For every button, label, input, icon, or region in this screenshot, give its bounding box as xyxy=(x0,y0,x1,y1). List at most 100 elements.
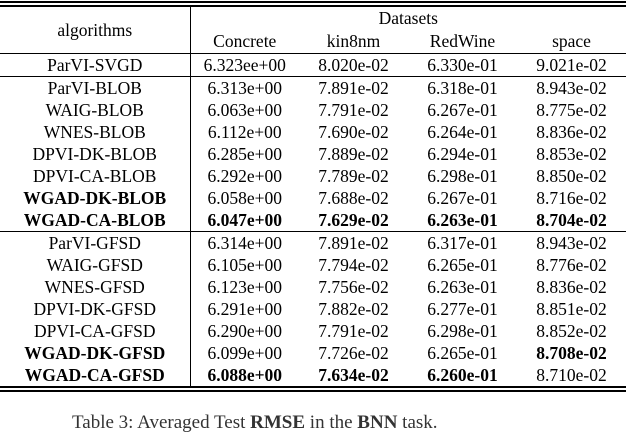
value-cell: 6.314e+00 xyxy=(207,233,282,253)
algorithm-name-cell: ParVI-BLOB xyxy=(0,76,191,99)
value-cell: 6.063e+00 xyxy=(207,100,282,120)
caption-segment: RMSE xyxy=(250,412,306,433)
value-cell: 6.265e-01 xyxy=(427,343,498,363)
caption-segment: Table 3: Averaged Test xyxy=(72,412,251,433)
algorithm-name-cell: WAIG-BLOB xyxy=(0,99,191,121)
table-row: DPVI-CA-BLOB 6.292e+00 7.789e-02 6.298e-01 8… xyxy=(0,165,626,187)
value-cell: 6.264e-01 xyxy=(427,122,498,142)
value-cell: 8.853e-02 xyxy=(536,144,607,164)
value-cell: 6.112e+00 xyxy=(207,122,282,142)
value-cell: 6.058e+00 xyxy=(207,188,282,208)
column-header-kin8nm: kin8nm xyxy=(299,30,408,54)
value-cell: 8.776e-02 xyxy=(536,255,607,275)
algorithm-name-cell: ParVI-GFSD xyxy=(0,231,191,254)
value-cell: 7.789e-02 xyxy=(318,166,389,186)
value-cell: 8.851e-02 xyxy=(536,299,607,319)
value-cell: 6.088e+00 xyxy=(207,365,283,385)
value-cell: 6.277e-01 xyxy=(427,299,498,319)
table-row: WNES-BLOB 6.112e+00 7.690e-02 6.264e-01 8.83… xyxy=(0,121,626,143)
value-cell: 6.285e+00 xyxy=(207,144,282,164)
table-header: algorithms Datasets Concrete kin8nm RedWin… xyxy=(0,4,626,54)
algorithm-name-cell: ParVI-SVGD xyxy=(0,53,191,77)
column-header-concrete: Concrete xyxy=(190,30,299,54)
value-cell: 6.292e+00 xyxy=(207,166,282,186)
algorithm-name-cell: WNES-GFSD xyxy=(0,276,191,298)
table-row: WAIG-BLOB 6.063e+00 7.791e-02 6.267e-01 8.77… xyxy=(0,99,626,121)
value-cell: 6.294e-01 xyxy=(427,144,498,164)
algorithms-column-header: algorithms xyxy=(0,4,191,54)
table-row: DPVI-DK-BLOB 6.285e+00 7.889e-02 6.294e-01 8… xyxy=(0,143,626,165)
table-row: WGAD-CA-BLOB 6.047e+00 7.629e-02 6.263e-01 8… xyxy=(0,209,626,232)
value-cell: 7.791e-02 xyxy=(318,321,389,341)
caption-segment: task. xyxy=(397,412,438,433)
value-cell: 8.943e-02 xyxy=(536,78,607,98)
value-cell: 6.318e-01 xyxy=(427,78,498,98)
value-cell: 6.298e-01 xyxy=(427,166,498,186)
value-cell: 7.891e-02 xyxy=(318,233,389,253)
value-cell: 6.317e-01 xyxy=(427,233,498,253)
value-cell: 7.634e-02 xyxy=(318,365,389,385)
value-cell: 8.943e-02 xyxy=(536,233,607,253)
column-header-space: space xyxy=(517,30,626,54)
algorithm-name-cell: WNES-BLOB xyxy=(0,121,191,143)
algorithm-name-cell: DPVI-DK-GFSD xyxy=(0,298,191,320)
algorithm-name-cell: DPVI-CA-BLOB xyxy=(0,165,191,187)
column-header-redwine: RedWine xyxy=(408,30,517,54)
value-cell: 6.313e+00 xyxy=(207,78,282,98)
value-cell: 7.794e-02 xyxy=(318,255,389,275)
value-cell: 6.099e+00 xyxy=(207,343,282,363)
algorithm-name-cell: WGAD-CA-BLOB xyxy=(0,209,191,232)
value-cell: 6.047e+00 xyxy=(190,209,299,232)
value-cell: 6.123e+00 xyxy=(207,277,282,297)
table-row: ParVI-SVGD 6.323ee+00 8.020e-02 6.330e-01 9.… xyxy=(0,53,626,77)
value-cell: 7.891e-02 xyxy=(318,78,389,98)
table-row: WNES-GFSD 6.123e+00 7.756e-02 6.263e-01 8.83… xyxy=(0,276,626,298)
datasets-group-header: Datasets xyxy=(378,8,438,28)
value-cell: 7.791e-02 xyxy=(318,100,389,120)
value-cell: 7.688e-02 xyxy=(318,188,389,208)
value-cell: 7.889e-02 xyxy=(318,144,389,164)
table-row: DPVI-CA-GFSD 6.290e+00 7.791e-02 6.298e-01 8… xyxy=(0,320,626,342)
table-row: DPVI-DK-GFSD 6.291e+00 7.882e-02 6.277e-01 8… xyxy=(0,298,626,320)
value-cell: 6.260e-01 xyxy=(427,365,498,385)
value-cell: 6.267e-01 xyxy=(427,188,498,208)
value-cell: 9.021e-02 xyxy=(517,53,626,77)
table-row: ParVI-GFSD 6.314e+00 7.891e-02 6.317e-01 8.9… xyxy=(0,231,626,254)
value-cell: 8.836e-02 xyxy=(536,277,607,297)
value-cell: 8.850e-02 xyxy=(536,166,607,186)
table-caption: Table 3: Averaged Test RMSE in the BNN t… xyxy=(72,412,438,434)
value-cell: 6.330e-01 xyxy=(408,53,517,77)
value-cell: 7.756e-02 xyxy=(318,277,389,297)
value-cell: 7.629e-02 xyxy=(299,209,408,232)
results-table: algorithms Datasets Concrete kin8nm RedWin… xyxy=(0,1,626,392)
value-cell: 6.290e+00 xyxy=(207,321,282,341)
value-cell: 8.852e-02 xyxy=(536,321,607,341)
table-row: WAIG-GFSD 6.105e+00 7.794e-02 6.265e-01 8.77… xyxy=(0,254,626,276)
table-row: WGAD-CA-GFSD 6.088e+00 7.634e-02 6.260e-01 8… xyxy=(0,364,626,389)
algorithm-name-cell: DPVI-DK-BLOB xyxy=(0,143,191,165)
value-cell: 8.708e-02 xyxy=(536,343,607,363)
algorithm-name-cell: DPVI-CA-GFSD xyxy=(0,320,191,342)
value-cell: 8.710e-02 xyxy=(536,365,607,385)
table-row: WGAD-DK-GFSD 6.099e+00 7.726e-02 6.265e-01 8… xyxy=(0,342,626,364)
value-cell: 7.690e-02 xyxy=(318,122,389,142)
value-cell: 6.298e-01 xyxy=(427,321,498,341)
value-cell: 6.323ee+00 xyxy=(190,53,299,77)
value-cell: 8.020e-02 xyxy=(299,53,408,77)
table-row: WGAD-DK-BLOB 6.058e+00 7.688e-02 6.267e-01 8… xyxy=(0,187,626,209)
value-cell: 6.265e-01 xyxy=(427,255,498,275)
algorithm-name-cell: WGAD-DK-BLOB xyxy=(0,187,191,209)
value-cell: 6.267e-01 xyxy=(427,100,498,120)
value-cell: 8.716e-02 xyxy=(536,188,607,208)
caption-segment: in the xyxy=(305,412,358,433)
value-cell: 6.291e+00 xyxy=(207,299,282,319)
value-cell: 6.263e-01 xyxy=(408,209,517,232)
table-body: ParVI-SVGD 6.323ee+00 8.020e-02 6.330e-01 9.… xyxy=(0,53,626,389)
value-cell: 6.105e+00 xyxy=(207,255,282,275)
value-cell: 8.836e-02 xyxy=(536,122,607,142)
value-cell: 8.775e-02 xyxy=(536,100,607,120)
value-cell: 7.726e-02 xyxy=(318,343,389,363)
table-row: ParVI-BLOB 6.313e+00 7.891e-02 6.318e-01 8.9… xyxy=(0,76,626,99)
caption-segment: BNN xyxy=(357,412,398,433)
algorithm-name-cell: WAIG-GFSD xyxy=(0,254,191,276)
